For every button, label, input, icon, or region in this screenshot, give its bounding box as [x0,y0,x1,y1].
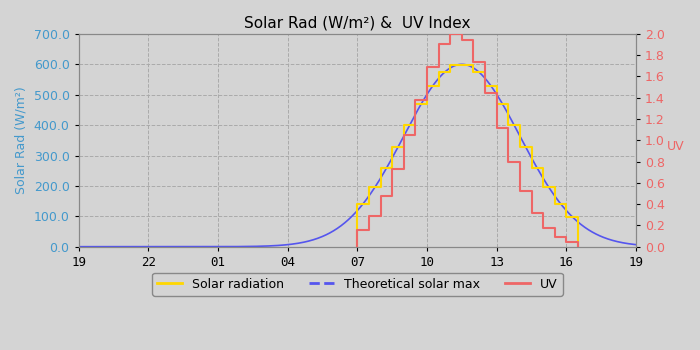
Y-axis label: UV: UV [667,140,685,153]
Title: Solar Rad (W/m²) &  UV Index: Solar Rad (W/m²) & UV Index [244,15,470,30]
Y-axis label: Solar Rad (W/m²): Solar Rad (W/m²) [15,86,28,194]
Legend: Solar radiation, Theoretical solar max, UV: Solar radiation, Theoretical solar max, … [152,273,563,296]
